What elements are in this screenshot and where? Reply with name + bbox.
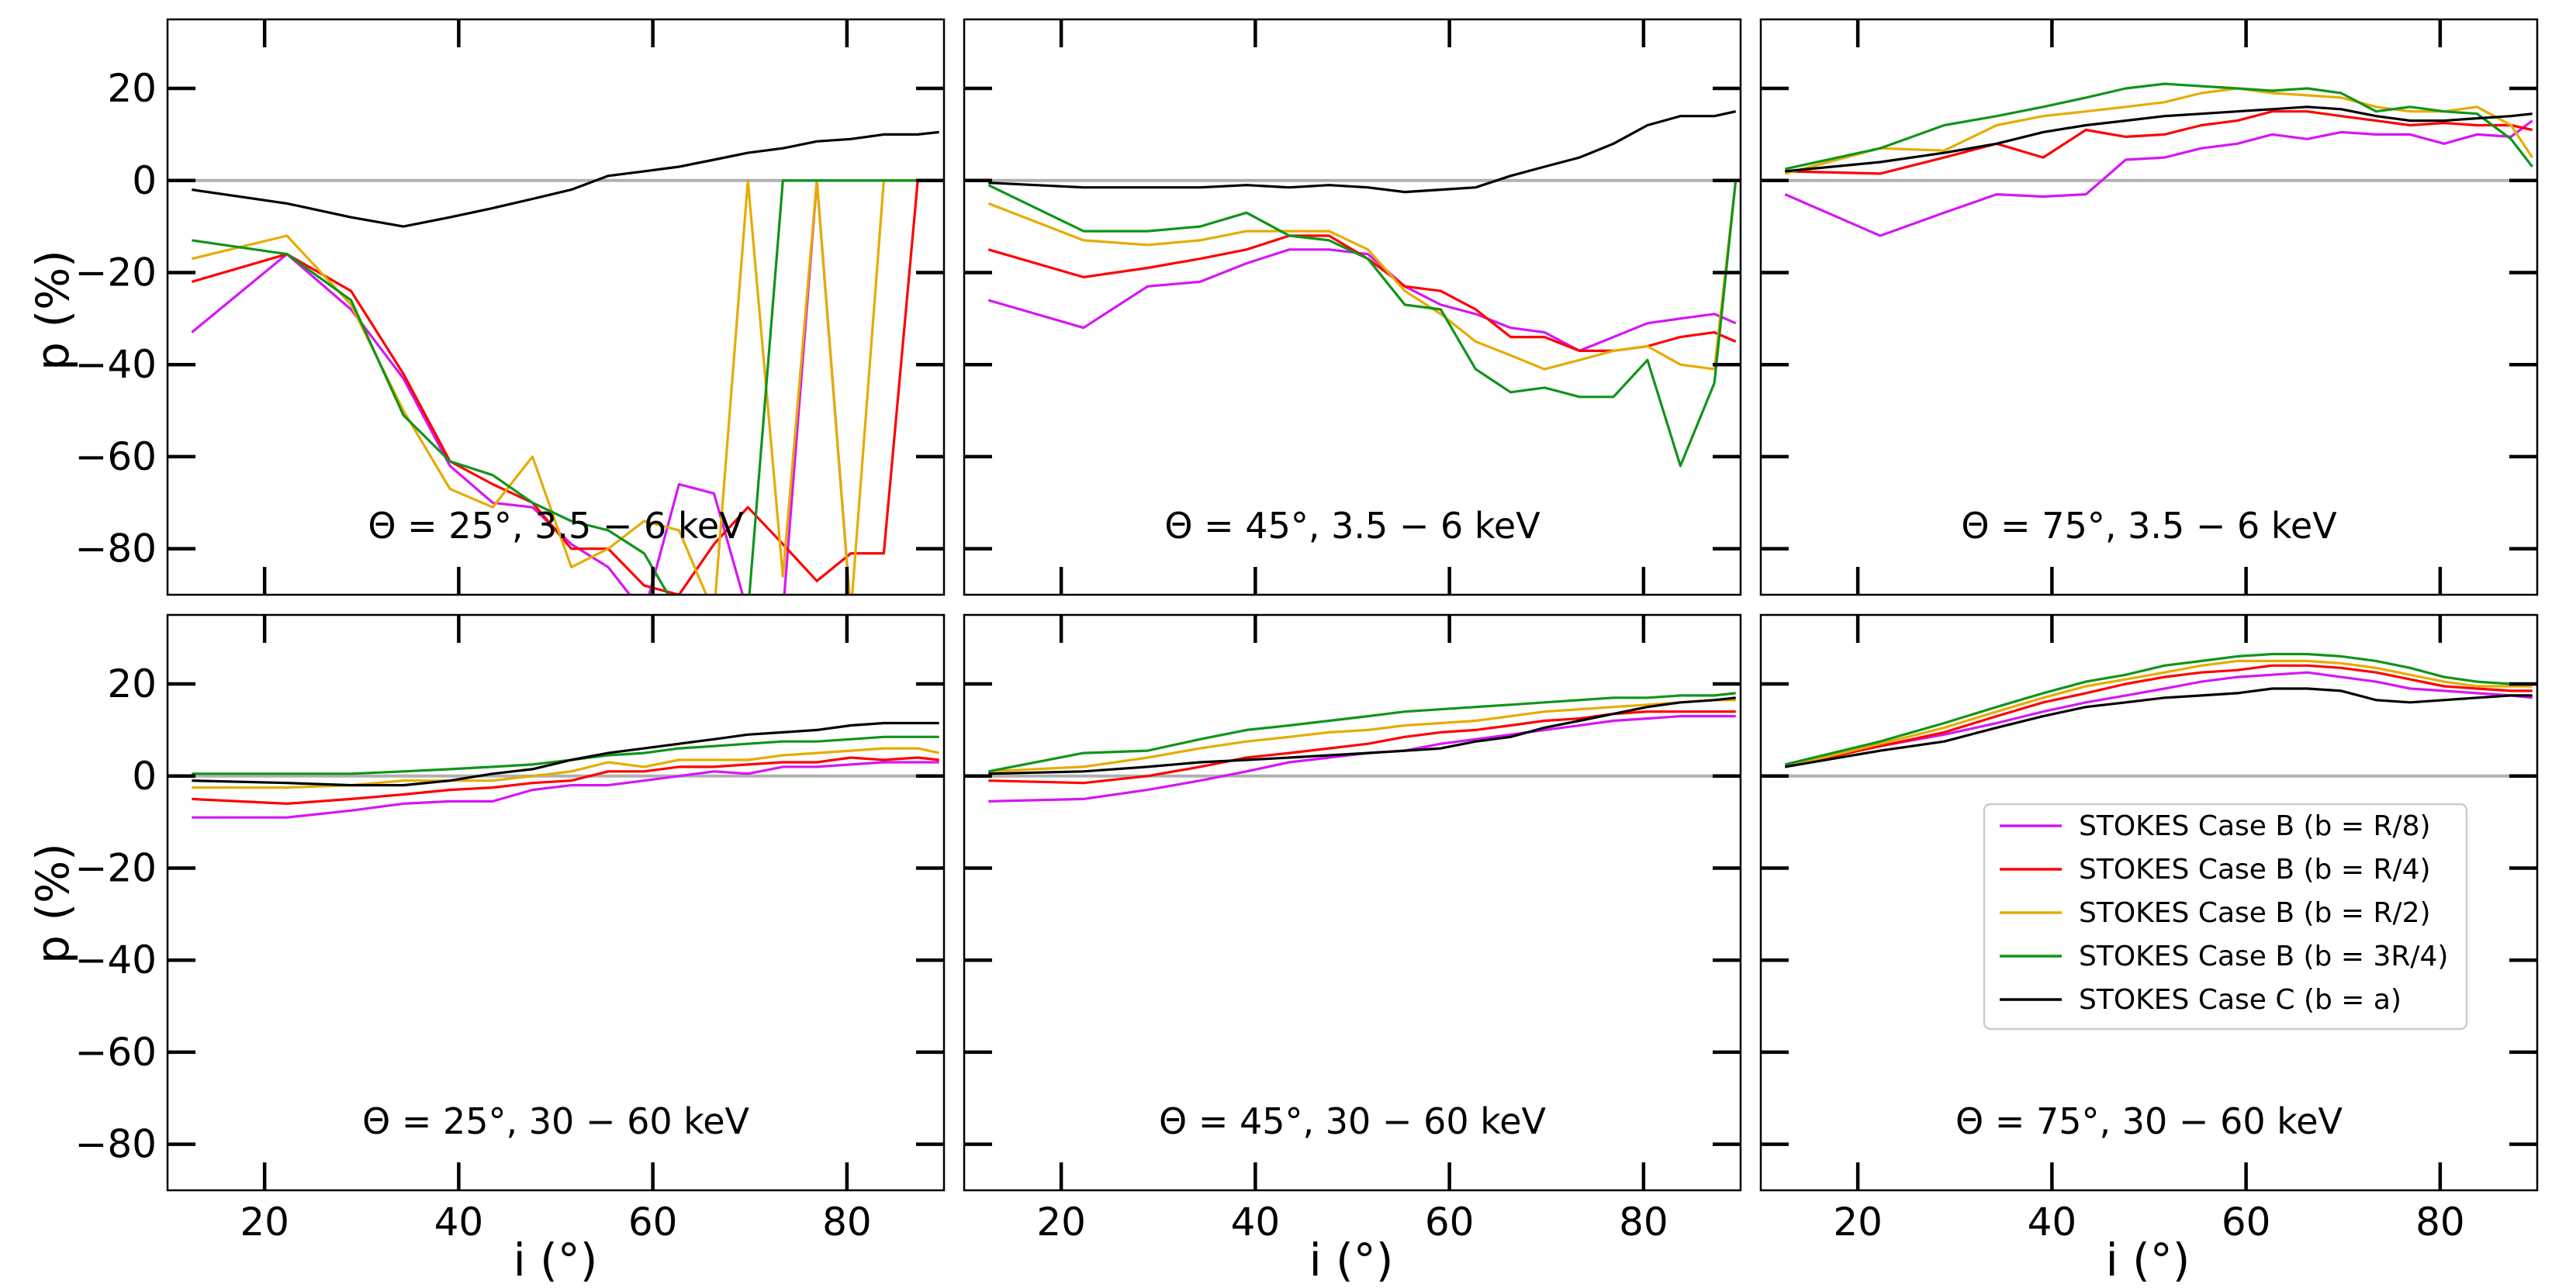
y-axis-label-top: p (%) xyxy=(26,250,79,371)
series-line-3 xyxy=(1784,659,2533,768)
y-tick-label: −80 xyxy=(74,1122,157,1167)
x-tick-label: 60 xyxy=(628,1200,678,1245)
series-line-2 xyxy=(988,710,1736,785)
panel-annotation: Θ = 25°, 30 − 60 keV xyxy=(362,1100,750,1142)
series-line-3 xyxy=(988,699,1736,773)
series-line-5 xyxy=(988,696,1736,775)
series-line-2 xyxy=(191,179,939,595)
panel-4: 20 40 60 80 20 0 −20 −40 −60 −80 Θ = 25°, 30 − 60 … xyxy=(74,613,946,1245)
x-tick-label: 40 xyxy=(2028,1200,2077,1245)
panel-frame xyxy=(166,613,946,1192)
series-line-5 xyxy=(988,110,1737,194)
legend-box xyxy=(1983,803,2468,1031)
series-line-4 xyxy=(987,692,1736,773)
series-line-3 xyxy=(192,747,940,789)
y-tick-label: −80 xyxy=(74,527,157,571)
y-tick-label: −40 xyxy=(74,342,157,387)
y-tick-label: 20 xyxy=(107,66,157,111)
x-tick-label: 40 xyxy=(434,1200,484,1245)
panel-3: Θ = 75°, 3.5 − 6 keV xyxy=(1759,18,2539,596)
x-tick-label: 20 xyxy=(1833,1200,1883,1245)
y-tick-label: −60 xyxy=(74,434,157,479)
x-tick-label: 80 xyxy=(2415,1200,2465,1245)
legend-label: STOKES Case B (b = R/2) xyxy=(2079,897,2431,929)
panel-annotation: Θ = 25°, 3.5 − 6 keV xyxy=(368,505,744,547)
y-tick-label: 0 xyxy=(132,754,157,799)
series-line-1 xyxy=(1784,119,2533,237)
legend: STOKES Case B (b = R/8) STOKES Case B (b … xyxy=(1983,803,2468,1031)
series-line-4 xyxy=(192,735,939,775)
panel-2: Θ = 45°, 3.5 − 6 keV xyxy=(963,18,1742,596)
x-tick-label: 80 xyxy=(822,1200,872,1245)
series-line-5 xyxy=(1785,105,2533,173)
y-tick-label: 20 xyxy=(107,661,157,706)
panel-annotation: Θ = 75°, 30 − 60 keV xyxy=(1955,1100,2343,1142)
series-line-2 xyxy=(1784,664,2533,768)
series-line-2 xyxy=(192,756,939,806)
series-line-3 xyxy=(987,180,1738,371)
series-line-4 xyxy=(1784,652,2533,766)
y-tick-label: 0 xyxy=(132,158,157,203)
series-line-1 xyxy=(1784,671,2533,766)
x-tick-label: 20 xyxy=(240,1200,289,1245)
y-tick-label: −20 xyxy=(74,250,157,295)
x-tick-label: 80 xyxy=(1619,1200,1668,1245)
x-axis-label-middle: i (°) xyxy=(1309,1234,1394,1286)
series-line-4 xyxy=(1784,82,2533,171)
series-line-4 xyxy=(987,180,1738,468)
series-line-5 xyxy=(192,721,939,787)
x-tick-label: 40 xyxy=(1231,1200,1281,1245)
panel-annotation: Θ = 45°, 3.5 − 6 keV xyxy=(1164,505,1540,547)
panel-1: 20 0 −20 −40 −60 −80 Θ = 25°, 3.5 − 6 keV xyxy=(74,18,946,596)
panel-frame xyxy=(963,18,1742,596)
y-tick-label: −20 xyxy=(74,845,157,890)
series-line-1 xyxy=(988,714,1736,803)
panel-annotation: Θ = 45°, 30 − 60 keV xyxy=(1159,1100,1547,1142)
y-tick-label: −40 xyxy=(74,938,157,982)
series-line-1 xyxy=(192,761,939,819)
x-tick-label: 60 xyxy=(1425,1200,1475,1245)
panel-frame xyxy=(963,613,1742,1192)
legend-label: STOKES Case C (b = a) xyxy=(2079,984,2401,1016)
series-line-3 xyxy=(191,179,939,595)
panel-annotation: Θ = 75°, 3.5 − 6 keV xyxy=(1961,505,2337,547)
x-axis-label-left: i (°) xyxy=(513,1234,598,1286)
series-line-4 xyxy=(192,179,939,595)
y-axis-label-bottom: p (%) xyxy=(26,843,79,964)
panel-5: 20 40 60 80 Θ = 45°, 30 − 60 keV xyxy=(963,613,1742,1245)
series-line-5 xyxy=(192,130,939,228)
legend-label: STOKES Case B (b = 3R/4) xyxy=(2079,941,2448,972)
panel-frame xyxy=(1759,18,2539,596)
x-tick-label: 20 xyxy=(1036,1200,1086,1245)
series-line-1 xyxy=(191,179,851,595)
series-line-5 xyxy=(1785,687,2533,768)
panel-frame xyxy=(166,18,946,596)
x-tick-label: 60 xyxy=(2222,1200,2271,1245)
panel-frame xyxy=(1759,613,2539,1192)
legend-label: STOKES Case B (b = R/4) xyxy=(2079,854,2431,886)
panel-6: 20 40 60 80 Θ = 75°, 30 − 60 keV xyxy=(1759,613,2539,1245)
y-tick-label: −60 xyxy=(74,1030,157,1075)
series-line-1 xyxy=(987,248,1737,352)
x-axis-label-right: i (°) xyxy=(2106,1234,2190,1286)
legend-label: STOKES Case B (b = R/8) xyxy=(2079,810,2431,842)
